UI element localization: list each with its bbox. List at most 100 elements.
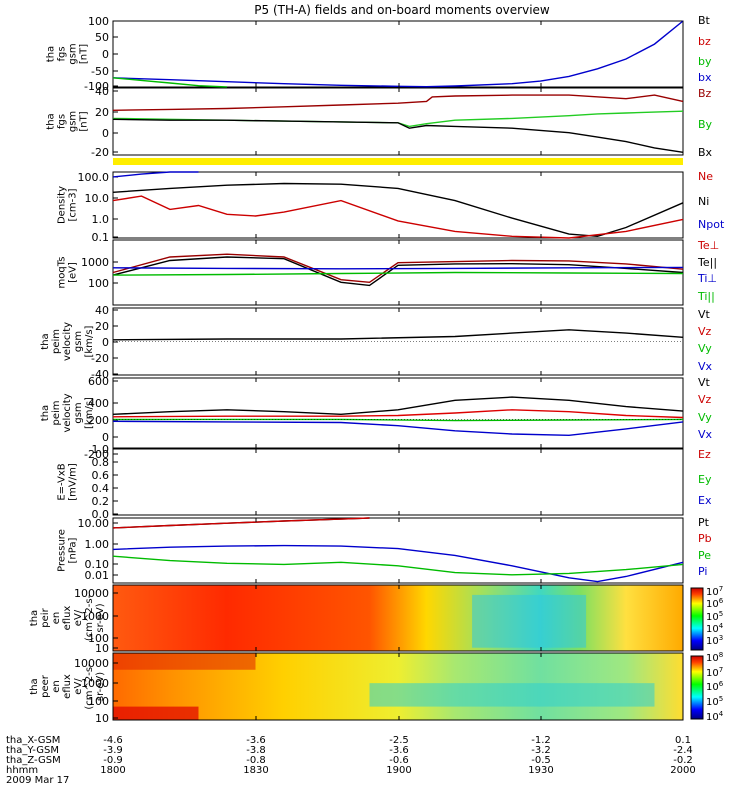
y-tick-label: 0 — [102, 431, 109, 444]
series-Bx — [112, 118, 684, 153]
y-tick-label: -20 — [91, 352, 109, 365]
y-tick-label: 0.0 — [92, 508, 110, 521]
y-axis-label: moqTs[eV] — [57, 257, 79, 289]
legend-entry: Ni — [698, 195, 709, 208]
panel-p4: 1000 100 moqTs[eV] Te⊥ Te|| Ti⊥ Ti|| — [57, 239, 719, 306]
series-Ti|| — [112, 271, 684, 276]
legend-entry: Vz — [698, 393, 712, 406]
y-tick-label: 100.0 — [78, 171, 110, 184]
legend-entry: Vz — [698, 325, 712, 338]
heatmap-hot-region — [113, 653, 256, 670]
y-tick-label: -100 — [84, 80, 109, 93]
colorbar — [690, 655, 704, 720]
y-tick-label: 10 — [95, 712, 109, 725]
y-tick-label: 1000 — [81, 256, 109, 269]
x-axis-row-value: -2.4 — [673, 745, 693, 756]
colorbar-tick-label: 106 — [706, 597, 724, 610]
y-tick-label: 20 — [95, 106, 109, 119]
y-tick-label: 1.0 — [92, 213, 110, 226]
x-axis-row-value: -3.2 — [531, 745, 551, 756]
panel-p2: 40 20 0 -20 thafgsgsm[nT] Bz By Bx — [46, 85, 713, 159]
colorbar — [690, 587, 704, 651]
x-axis-row-label: tha_Y-GSM — [6, 745, 59, 756]
y-tick-label: 0 — [102, 127, 109, 140]
x-axis-row-value: -0.2 — [673, 755, 693, 766]
panel-frame — [112, 377, 684, 449]
y-tick-label: 0.4 — [92, 482, 110, 495]
panel-p1: 100 50 0 -50 -100 thafgsgsm[nT] Bt bz by bx — [46, 14, 712, 93]
x-axis-row-value: -3.8 — [246, 745, 266, 756]
series-Pe — [112, 555, 684, 576]
colorbar-tick-label: 105 — [706, 610, 723, 623]
y-tick-label: 600 — [88, 375, 109, 388]
y-axis-label: Density[cm-3] — [57, 186, 79, 224]
x-axis-row-value: 1830 — [243, 765, 268, 776]
heatmap-hot-region-low — [113, 706, 199, 720]
y-tick-label: 1.0 — [92, 443, 110, 456]
y-tick-label: -20 — [91, 146, 109, 159]
series-Npot — [112, 171, 199, 178]
legend-entry: Ti|| — [697, 290, 715, 303]
y-tick-label: 10000 — [74, 657, 109, 670]
colorbar-tick-label: 108 — [706, 651, 723, 664]
legend-entry: Bx — [698, 146, 713, 159]
legend-entry: Ex — [698, 494, 712, 507]
y-tick-label: 10.0 — [85, 192, 110, 205]
y-tick-label: 0.1 — [92, 231, 110, 244]
series-bx — [112, 20, 684, 88]
x-axis-row-label: hhmm — [6, 765, 38, 776]
y-axis-label: E=-VxB[mV/m] — [57, 463, 79, 501]
legend-entry: by — [698, 55, 712, 68]
y-tick-label: 100 — [88, 632, 109, 645]
legend-entry: bx — [698, 71, 712, 84]
series-By — [112, 110, 684, 128]
colorbar-tick-label: 105 — [706, 695, 723, 708]
y-tick-label: 1.00 — [85, 538, 110, 551]
x-axis-date: 2009 Mar 17 — [6, 775, 69, 786]
series-Vt — [112, 329, 684, 341]
panel-frame — [112, 652, 684, 721]
y-tick-label: 200 — [88, 414, 109, 427]
y-tick-label: 10.00 — [78, 517, 110, 530]
y-tick-label: 0 — [102, 336, 109, 349]
legend-entry: Vt — [698, 308, 711, 321]
y-tick-label: 20 — [95, 320, 109, 333]
legend-entry: Bz — [698, 87, 712, 100]
legend-entry: Ti⊥ — [697, 272, 717, 285]
colorbar-tick-label: 104 — [706, 622, 724, 635]
legend-entry: Pt — [698, 516, 710, 529]
panel-p7: 1.00.80.60.40.20.0 E=-VxB[mV/m] Ez Ey Ex — [57, 443, 712, 521]
panel-frame — [112, 448, 684, 516]
y-tick-label: 0 — [102, 48, 109, 61]
legend-entry: Bt — [698, 14, 711, 27]
y-axis-label: thapeimvelocitygsm[km/s] — [40, 393, 95, 432]
heatmap-cool-region — [369, 683, 655, 707]
legend-entry: Pe — [698, 549, 711, 562]
y-tick-label: -40 — [91, 368, 109, 381]
y-tick-label: -200 — [84, 448, 109, 461]
colorbar-tick-label: 107 — [706, 666, 723, 679]
y-axis-label: thafgsgsm[nT] — [46, 43, 90, 64]
series-Ne — [112, 195, 684, 239]
y-tick-label: 100 — [88, 15, 109, 28]
y-axis-label: thapeerenefluxeV/(cm^2-s-sr-eV) — [29, 663, 106, 710]
x-axis-row-value: -1.2 — [531, 735, 551, 746]
y-tick-label: 0.8 — [92, 456, 110, 469]
series-Pi — [112, 544, 684, 583]
series-Bz — [112, 94, 684, 111]
legend-entry: Ez — [698, 448, 711, 461]
x-axis-row-value: -3.6 — [246, 735, 266, 746]
y-tick-label: 40 — [95, 85, 109, 98]
colorbar-tick-label: 104 — [706, 710, 724, 723]
panel-frame — [112, 517, 684, 584]
x-axis-row-value: -0.5 — [531, 755, 551, 766]
legend-entry: Pb — [698, 532, 712, 545]
y-axis-label: thafgsgsm[nT] — [46, 111, 90, 132]
y-tick-label: 1000 — [81, 610, 109, 623]
x-axis-row-label: tha_Z-GSM — [6, 755, 61, 766]
y-tick-label: 0.10 — [85, 558, 110, 571]
series-Te|| — [112, 256, 684, 287]
